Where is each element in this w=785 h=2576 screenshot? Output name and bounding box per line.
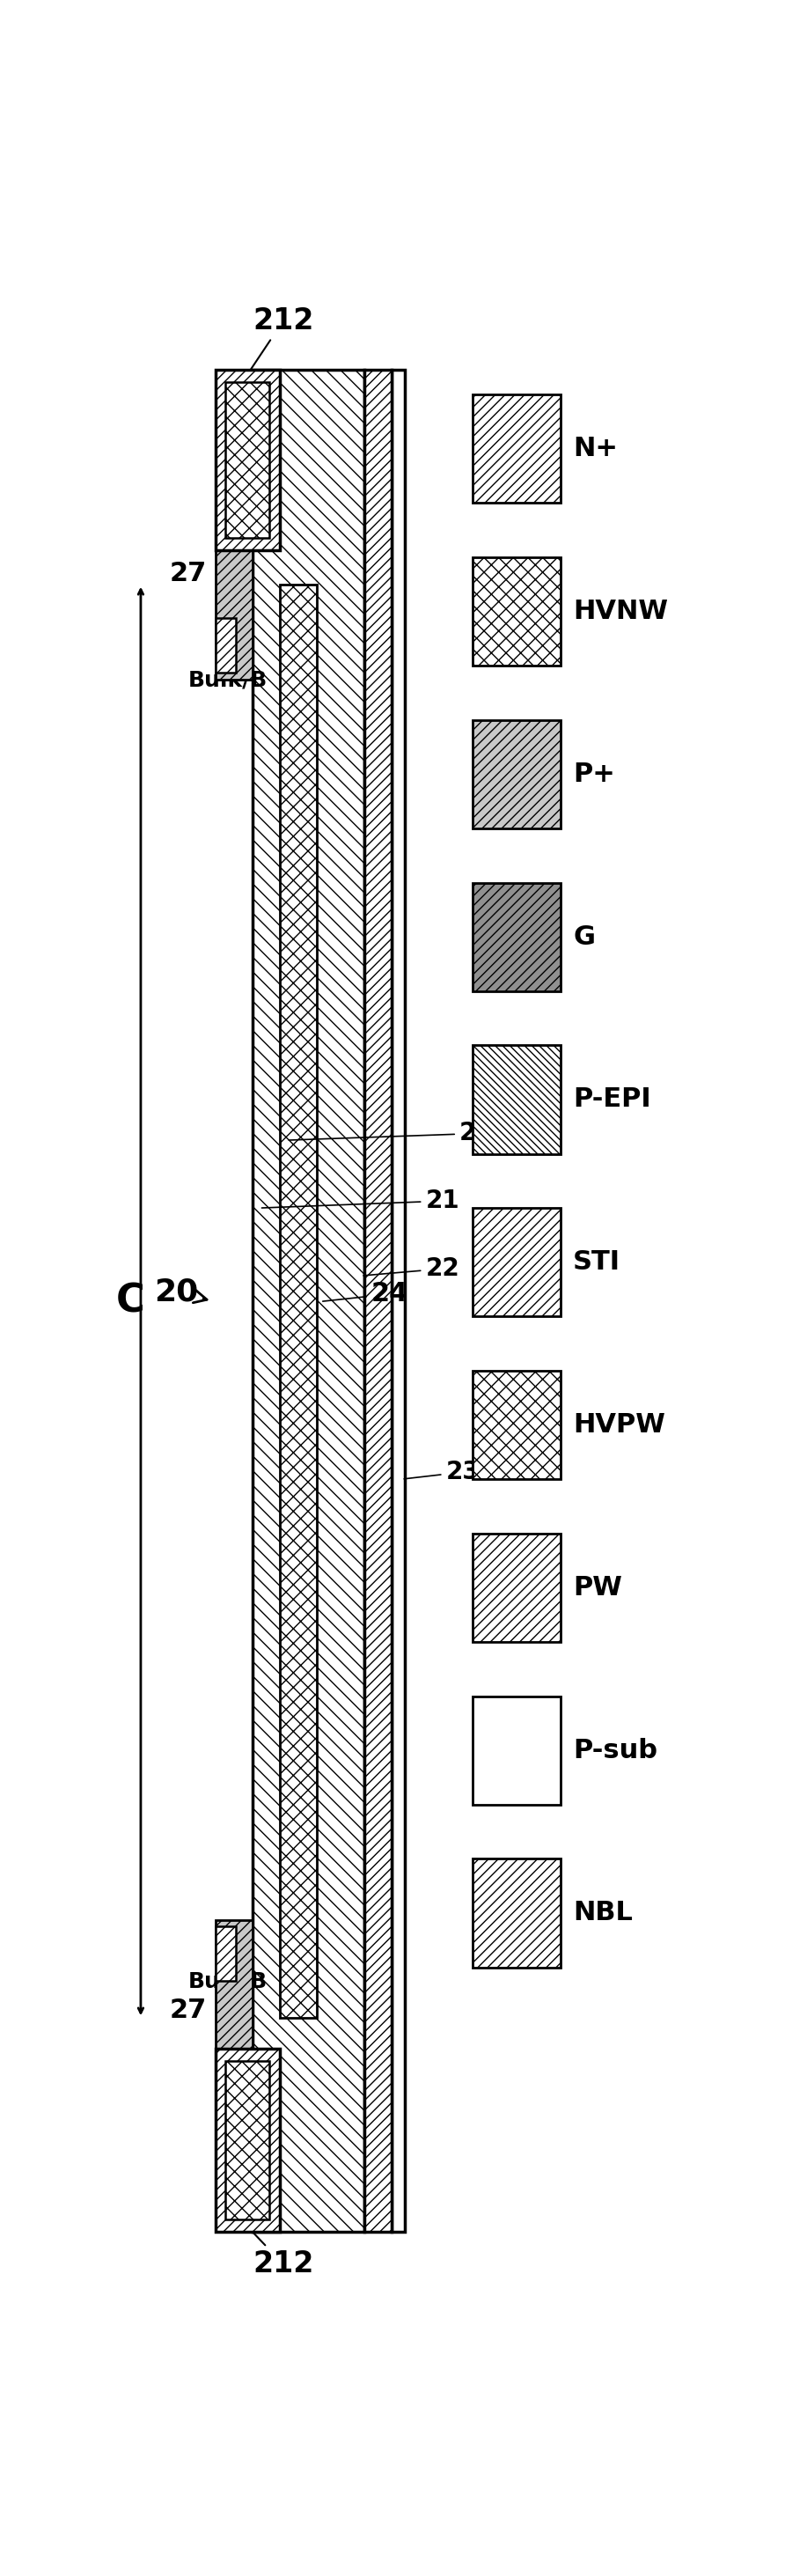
Bar <box>215 2048 279 2231</box>
Text: 20: 20 <box>155 1278 207 1306</box>
Bar <box>215 1927 235 1981</box>
Text: 21: 21 <box>261 1188 459 1213</box>
Text: 27: 27 <box>170 562 206 587</box>
Text: 27: 27 <box>170 1999 206 2022</box>
Text: 24: 24 <box>323 1280 408 1306</box>
Bar <box>473 1695 560 1806</box>
Text: Bulk/B: Bulk/B <box>188 647 268 690</box>
Bar <box>473 394 560 502</box>
Bar <box>279 585 317 2017</box>
Text: C: C <box>116 1283 145 1321</box>
Bar <box>473 1533 560 1641</box>
Text: PW: PW <box>573 1574 623 1600</box>
Bar <box>215 1919 253 2048</box>
Bar <box>364 371 392 2231</box>
Bar <box>473 1860 560 1968</box>
Bar <box>215 371 279 551</box>
Text: P-EPI: P-EPI <box>573 1087 652 1113</box>
Bar <box>215 551 253 680</box>
Bar <box>473 884 560 992</box>
Text: 212: 212 <box>247 307 313 376</box>
Bar <box>473 556 560 665</box>
Text: STI: STI <box>573 1249 621 1275</box>
Bar <box>473 719 560 829</box>
Bar <box>253 371 364 2231</box>
Bar <box>225 381 269 538</box>
Text: HVPW: HVPW <box>573 1412 666 1437</box>
Text: 23: 23 <box>404 1461 480 1484</box>
Bar <box>215 618 235 672</box>
Text: HVNW: HVNW <box>573 598 668 623</box>
Text: 22: 22 <box>363 1257 459 1280</box>
Bar <box>225 2061 269 2221</box>
Bar <box>473 1046 560 1154</box>
Text: N+: N+ <box>573 435 618 461</box>
Text: Bulk/B: Bulk/B <box>188 1971 268 2012</box>
Text: P-sub: P-sub <box>573 1739 658 1762</box>
Bar <box>473 1370 560 1479</box>
Bar <box>473 1208 560 1316</box>
Text: NBL: NBL <box>573 1901 633 1927</box>
Text: P+: P+ <box>573 762 615 786</box>
Bar <box>392 371 405 2231</box>
Text: G: G <box>573 925 595 951</box>
Text: 211: 211 <box>289 1121 510 1146</box>
Text: 212: 212 <box>247 2226 313 2277</box>
